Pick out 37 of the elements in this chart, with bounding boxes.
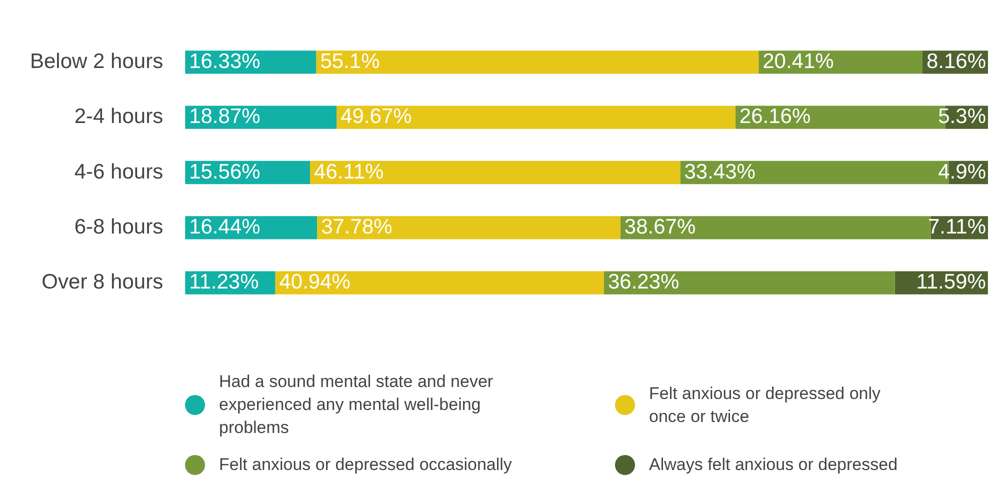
bar — [620, 216, 931, 240]
bar — [275, 271, 604, 294]
data-label: 37.78% — [321, 215, 392, 238]
legend-label: Felt anxious or depressed only once or twice — [649, 382, 882, 428]
legend-label: Felt anxious or depressed occasionally — [219, 454, 512, 476]
data-label: 15.56% — [189, 160, 260, 184]
legend-label: Always felt anxious or depressed — [649, 454, 898, 476]
bar — [336, 106, 736, 129]
data-label: 49.67% — [340, 105, 412, 128]
bar — [604, 271, 895, 294]
data-label: 40.94% — [279, 270, 350, 294]
bar — [317, 216, 620, 240]
data-label: 7.11% — [928, 215, 986, 238]
y-tick-label: 4-6 hours — [74, 160, 164, 184]
y-tick-label: 2-4 hours — [74, 105, 164, 128]
data-label: 26.16% — [739, 105, 811, 128]
bar — [758, 50, 922, 74]
legend-label: Had a sound mental state and never experienced any mental well-being problems — [219, 371, 494, 439]
data-label: 55.1% — [320, 50, 380, 73]
data-label: 11.23% — [189, 270, 259, 294]
data-label: 11.59% — [916, 270, 986, 294]
data-label: 4.9% — [938, 160, 986, 184]
data-label: 16.44% — [189, 215, 260, 238]
data-label: 36.23% — [608, 270, 680, 294]
data-label: 46.11% — [314, 160, 384, 184]
y-tick-label: 6-8 hours — [74, 215, 164, 238]
bar — [310, 160, 680, 184]
data-label: 18.87% — [189, 105, 260, 128]
data-label: 8.16% — [926, 50, 986, 73]
data-label: 16.33% — [189, 50, 260, 73]
data-label: 33.43% — [684, 160, 756, 184]
data-label: 5.3% — [938, 105, 986, 128]
data-label: 20.41% — [762, 50, 834, 73]
data-label: 38.67% — [624, 215, 696, 238]
bar — [316, 50, 759, 74]
y-tick-label: Below 2 hours — [30, 50, 164, 73]
y-tick-label: Over 8 hours — [42, 270, 164, 294]
